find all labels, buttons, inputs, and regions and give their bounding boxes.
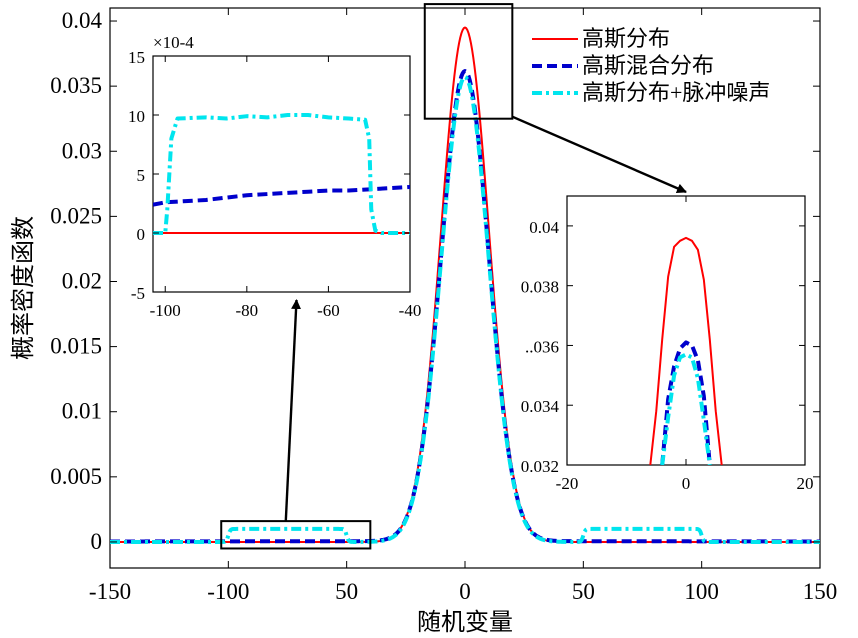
- inset-right-y-tick-label: 0.034: [521, 397, 560, 416]
- legend-label: 高斯分布+脉冲噪声: [582, 80, 770, 105]
- main-x-tick-label: 50: [572, 579, 595, 604]
- main-y-tick-label: 0: [91, 529, 103, 554]
- main-y-tick-label: 0.015: [50, 334, 102, 359]
- main-y-tick-label: 0.025: [50, 203, 102, 228]
- main-x-tick-label: 150: [803, 579, 838, 604]
- inset-left-y-tick-label: -5: [131, 284, 145, 303]
- inset-right-series-line: [649, 236, 723, 465]
- inset-left-frame: [152, 55, 411, 293]
- main-y-tick-label: 0.02: [62, 268, 102, 293]
- main-x-tick-label: 100: [684, 579, 719, 604]
- inset-right-x-tick-label: -20: [556, 474, 579, 493]
- inset-right-series-line: [660, 352, 712, 465]
- main-x-tick-label: 0: [459, 579, 471, 604]
- inset-left-y-tick-label: 10: [128, 107, 145, 126]
- inset-right-frame: [566, 195, 806, 466]
- main-y-tick-label: 0.03: [62, 138, 102, 163]
- inset-left-series-line: [153, 113, 410, 235]
- main-x-tick-label: -100: [207, 579, 249, 604]
- main-y-tick-label: 0.01: [62, 399, 102, 424]
- inset-left-exponent: ×10-4: [153, 33, 194, 52]
- inset-right-y-tick-label: 0.04: [529, 218, 559, 237]
- x-axis-title: 随机变量: [417, 609, 513, 636]
- arrow-to-left-inset: [284, 299, 302, 522]
- zoom-box: [220, 520, 372, 550]
- main-y-tick-label: 0.005: [50, 464, 102, 489]
- legend-label: 高斯分布: [582, 26, 670, 51]
- inset-right-x-tick-label: 0: [682, 474, 691, 493]
- zoom-arrows: [284, 115, 687, 522]
- inset-left-x-tick-label: -80: [235, 301, 258, 320]
- inset-right-y-tick-label: 0.038: [521, 278, 559, 297]
- inset-right-x-tick-label: 20: [797, 474, 814, 493]
- inset-right-y-tick-label: ..036: [525, 337, 559, 356]
- zoom-boxes: [220, 3, 514, 550]
- main-y-tick-label: 0.035: [50, 73, 102, 98]
- main-series-line: [110, 69, 820, 544]
- zoom-box: [423, 3, 514, 120]
- main-y-tick-label: 0.04: [62, 8, 103, 33]
- y-axis-title: 概率密度函数: [10, 216, 37, 360]
- inset-right-plot: -20 0 20 0.032 0.034 ..036 0.038 0.04: [521, 195, 814, 493]
- legend-label: 高斯混合分布: [582, 53, 714, 78]
- inset-right-y-tick-label: 0.032: [521, 457, 559, 476]
- inset-left-y-tick-label: 5: [137, 166, 146, 185]
- inset-left-x-tick-label: -60: [317, 301, 340, 320]
- inset-left-y-tick-label: 15: [128, 48, 145, 67]
- inset-right-series-line: [660, 340, 712, 465]
- inset-left-x-tick-label: -100: [150, 301, 181, 320]
- inset-left-plot: -100 -80 -60 -40 -5 0 5 10 15 ×10-4: [128, 33, 421, 320]
- inset-left-series-line: [153, 184, 410, 207]
- arrow-to-right-inset: [511, 115, 687, 194]
- inset-left-x-tick-label: -40: [399, 301, 422, 320]
- main-x-tick-label: -150: [89, 579, 131, 604]
- main-x-tick-label: 50: [335, 579, 358, 604]
- inset-left-y-tick-label: 0: [137, 225, 146, 244]
